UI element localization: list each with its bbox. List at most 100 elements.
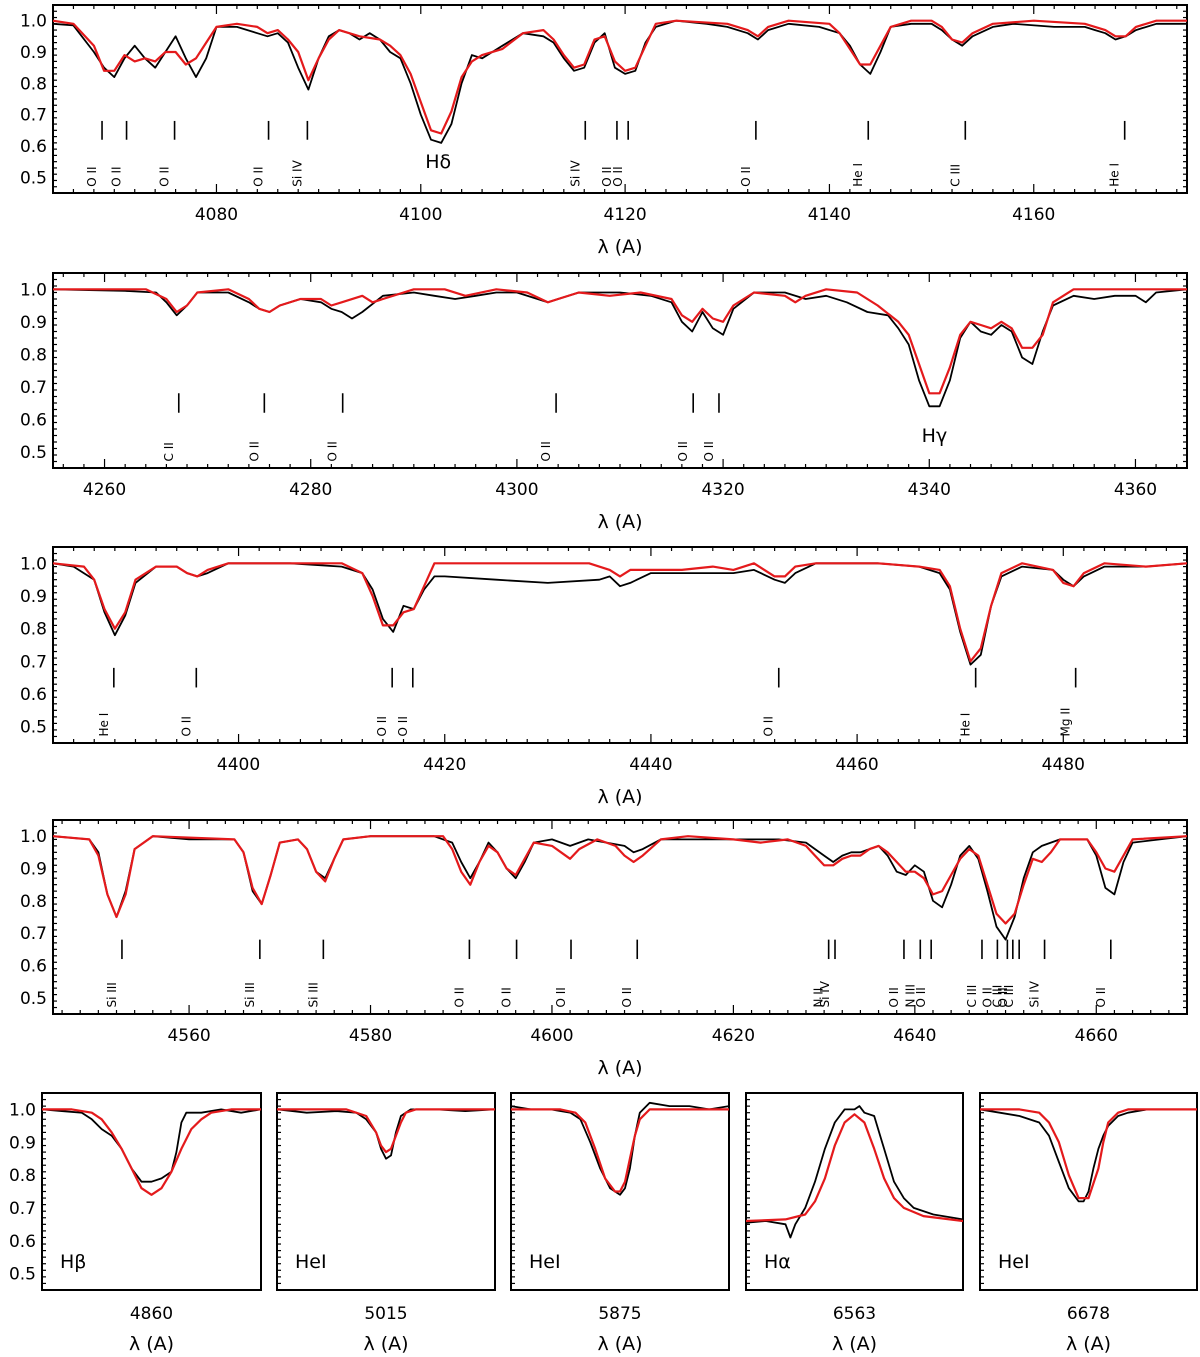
x-axis-label: λ (A) [597,236,642,258]
line-id-label: O II [247,441,261,461]
line-id-label: Si III [306,982,320,1007]
panel-8: 6563 λ (A) Hα [745,1092,964,1355]
y-tick-label: 1.0 [20,12,47,32]
line-id-label: O II [887,987,901,1007]
inset-line-label: Hβ [60,1251,86,1273]
inset-line-label: HeI [998,1251,1030,1273]
panel-9: 6678 λ (A) HeI [979,1092,1198,1355]
line-id-label: O II [396,716,410,736]
line-id-label: C III [948,164,962,187]
x-center-label: 5015 [364,1304,407,1324]
y-tick-label: 0.6 [9,1232,36,1252]
line-id-label: Si III [105,982,119,1007]
y-tick-label: 0.5 [20,989,47,1009]
y-tick-label: 0.9 [9,1133,36,1153]
x-tick-label: 4280 [289,480,332,500]
y-tick-label: 0.8 [20,892,47,912]
y-tick-label: 0.5 [20,718,47,738]
y-tick-label: 0.7 [9,1199,36,1219]
line-id-label: O II [762,716,776,736]
y-tick-label: 0.7 [20,924,47,944]
observed-spectrum-line [53,19,1187,144]
line-id-label: Si IV [1028,980,1042,1007]
y-tick-label: 0.5 [20,443,47,463]
line-id-label: O II [996,987,1010,1007]
line-id-label: C III [990,985,1004,1008]
y-tick-label: 0.5 [20,168,47,188]
line-id-label: Si IV [290,159,304,186]
observed-spectrum-line [53,288,1187,408]
line-id-label: O II [702,441,716,461]
y-tick-label: 0.9 [20,313,47,333]
observed-spectrum-line [746,1105,963,1239]
line-id-label: O II [179,716,193,736]
y-tick-label: 0.5 [9,1265,36,1285]
y-tick-label: 0.6 [20,685,47,705]
x-axis-label: λ (A) [597,786,642,808]
x-tick-label: 4580 [349,1026,392,1046]
x-tick-label: 4460 [835,755,878,775]
line-id-label: O II [676,441,690,461]
y-tick-label: 0.8 [9,1166,36,1186]
y-tick-label: 0.8 [20,345,47,365]
x-tick-label: 4600 [530,1026,573,1046]
line-id-label: O II [158,166,172,186]
panel-6: 5015 λ (A) HeI [276,1092,496,1355]
x-axis-label: λ (A) [129,1333,174,1355]
y-tick-label: 1.0 [20,827,47,847]
line-id-label: O II [739,166,753,186]
line-id-label: Si IV [818,980,832,1007]
x-tick-label: 4080 [195,205,238,225]
x-tick-label: 4340 [908,480,951,500]
y-tick-label: 0.9 [20,587,47,607]
line-id-label: O II [452,987,466,1007]
panel-3: 0.5 0.6 0.7 0.8 0.9 1.0 4400 4420 4440 4460 4480 λ … [20,546,1188,808]
model-spectrum-line [277,1108,495,1154]
x-tick-label: 4660 [1075,1026,1118,1046]
plot-frame [52,819,1188,1015]
line-id-label: O II [600,166,614,186]
x-tick-label: 4620 [712,1026,755,1046]
hydrogen-line-label: Hδ [425,151,451,173]
line-id-label: O II [500,987,514,1007]
line-id-label: O II [539,441,553,461]
line-id-label: He I [1108,163,1122,187]
hydrogen-line-label: Hγ [922,425,948,447]
model-spectrum-line [980,1108,1197,1200]
line-id-label: N III [903,984,917,1007]
panel-7: 5875 λ (A) HeI [510,1092,730,1355]
y-tick-label: 1.0 [20,554,47,574]
line-id-label: O II [980,987,994,1007]
x-tick-label: 4260 [83,480,126,500]
x-axis-label: λ (A) [1066,1333,1111,1355]
inset-line-label: Hα [764,1251,791,1273]
y-tick-label: 0.9 [20,860,47,880]
x-center-label: 4860 [130,1304,173,1324]
inset-line-label: HeI [295,1251,327,1273]
line-id-label: O II [252,166,266,186]
line-id-label: C II [162,442,176,461]
x-tick-label: 4400 [217,755,260,775]
model-spectrum-line [53,19,1187,135]
x-tick-label: 4360 [1114,480,1157,500]
observed-spectrum-line [980,1108,1197,1203]
observed-spectrum-line [42,1108,261,1183]
line-id-label: O II [620,987,634,1007]
line-id-label: O II [375,716,389,736]
y-tick-label: 1.0 [20,280,47,300]
line-id-label: He I [959,713,973,737]
panel-1: 0.5 0.6 0.7 0.8 0.9 1.0 4080 4100 4120 4140 4160 λ … [20,4,1188,258]
line-id-label: O II [554,987,568,1007]
x-axis-label: λ (A) [597,1333,642,1355]
x-center-label: 6563 [833,1304,876,1324]
x-axis-label: λ (A) [597,1057,642,1079]
line-id-label: O II [914,987,928,1007]
y-tick-label: 0.7 [20,652,47,672]
x-center-label: 6678 [1067,1304,1110,1324]
y-tick-label: 0.6 [20,957,47,977]
line-id-label: O II [611,166,625,186]
line-id-label: He I [851,163,865,187]
y-tick-label: 0.7 [20,378,47,398]
observed-spectrum-line [53,562,1187,666]
